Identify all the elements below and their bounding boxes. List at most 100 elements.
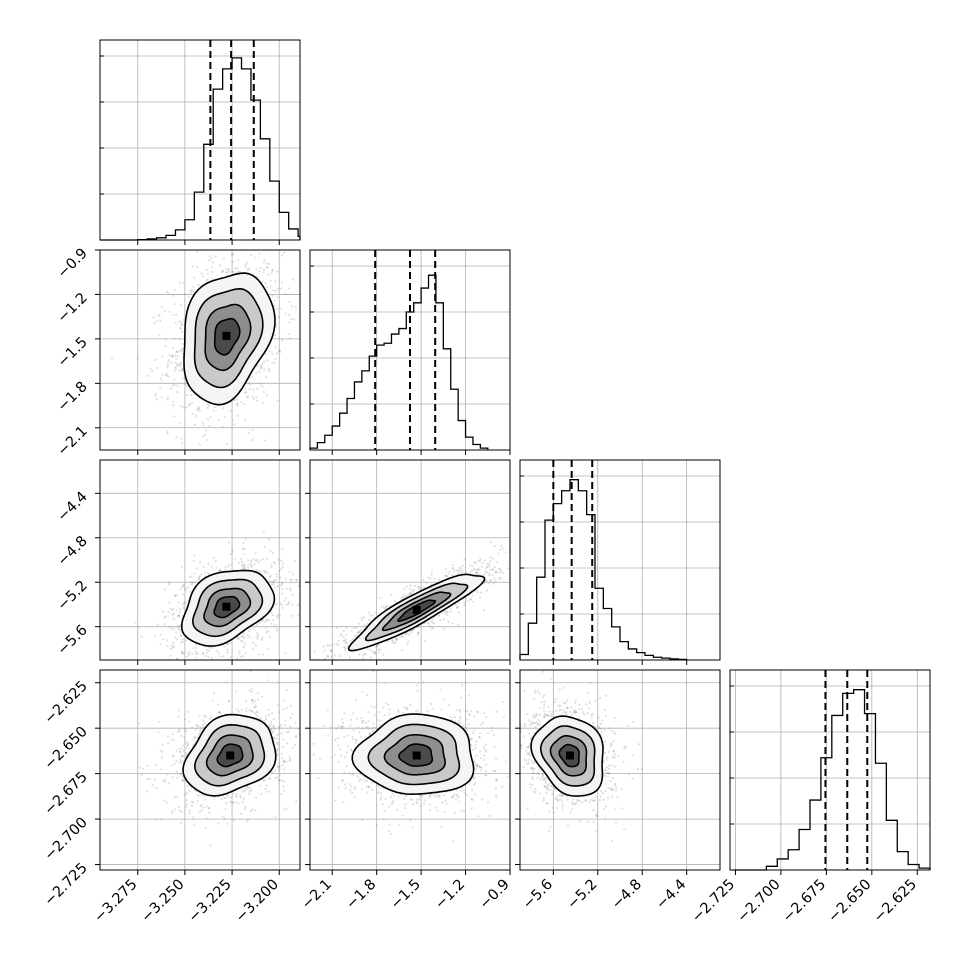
sample-point (400, 635, 403, 638)
sample-point (179, 821, 182, 825)
sample-point (171, 776, 174, 779)
sample-point (245, 391, 248, 394)
sample-point (198, 794, 201, 798)
sample-point (187, 784, 190, 787)
sample-point (146, 764, 149, 767)
sample-point (171, 384, 174, 387)
sample-point (237, 258, 240, 261)
sample-point (470, 569, 474, 572)
sample-point (266, 571, 269, 574)
sample-point (208, 667, 210, 669)
sample-point (263, 368, 266, 371)
sample-point (203, 798, 206, 801)
sample-point (196, 250, 199, 253)
sample-point (227, 268, 230, 271)
sample-point (168, 310, 171, 313)
sample-point (218, 569, 221, 572)
sample-point (207, 562, 210, 565)
sample-point (160, 396, 163, 399)
sample-point (185, 588, 188, 592)
sample-point (208, 811, 211, 814)
sample-point (278, 726, 281, 729)
sample-point (182, 516, 184, 518)
sample-point (275, 573, 278, 576)
sample-point (315, 664, 317, 666)
sample-point (391, 641, 394, 644)
sample-point (195, 643, 198, 646)
sample-point (181, 347, 184, 350)
sample-point (236, 402, 239, 405)
sample-point (450, 610, 453, 613)
sample-point (164, 373, 167, 376)
sample-point (146, 778, 149, 781)
sample-point (288, 313, 291, 317)
sample-point (321, 664, 323, 666)
sample-point (495, 560, 498, 564)
sample-point (272, 581, 275, 584)
sample-point (265, 784, 268, 787)
sample-point (461, 569, 464, 572)
sample-point (173, 594, 177, 598)
sample-point (179, 751, 182, 754)
sample-point (404, 595, 407, 598)
sample-point (173, 796, 176, 799)
sample-point (183, 601, 186, 604)
sample-point (180, 810, 183, 814)
sample-point (297, 584, 300, 588)
sample-point (181, 342, 184, 345)
histogram-step (733, 689, 931, 871)
sample-point (394, 637, 397, 640)
sample-point (196, 800, 199, 803)
sample-point (236, 270, 239, 273)
sample-point (183, 293, 186, 296)
sample-point (273, 728, 276, 731)
sample-point (188, 404, 191, 407)
sample-point (180, 368, 184, 371)
sample-point (227, 270, 230, 273)
sample-point (466, 600, 469, 603)
sample-point (220, 797, 223, 801)
sample-point (180, 324, 183, 327)
sample-point (259, 267, 262, 270)
sample-point (246, 565, 250, 568)
sample-point (245, 396, 249, 399)
sample-point (217, 419, 220, 422)
sample-point (479, 558, 482, 561)
sample-point (178, 610, 182, 614)
sample-point (369, 614, 372, 617)
sample-point (491, 557, 494, 560)
sample-point (448, 570, 451, 573)
sample-point (224, 568, 227, 571)
sample-point (199, 805, 202, 808)
sample-point (208, 425, 211, 428)
sample-point (177, 627, 180, 630)
histogram-step (100, 57, 301, 241)
sample-point (247, 634, 250, 637)
sample-point (461, 571, 464, 574)
sample-point (185, 406, 188, 409)
joint-density (137, 670, 300, 847)
sample-point (249, 787, 252, 790)
sample-point (261, 363, 264, 366)
sample-point (180, 641, 183, 644)
sample-point (279, 576, 282, 579)
sample-point (267, 367, 270, 371)
sample-point (204, 715, 207, 718)
sample-point (201, 653, 204, 656)
sample-point (178, 369, 181, 372)
sample-point (304, 570, 306, 572)
sample-point (231, 550, 234, 553)
sample-point (317, 677, 319, 679)
sample-point (409, 593, 412, 596)
sample-point (264, 570, 267, 573)
sample-point (498, 571, 501, 574)
sample-point (262, 390, 266, 393)
sample-point (189, 288, 192, 292)
sample-point (175, 436, 178, 439)
sample-point (247, 786, 250, 789)
sample-point (169, 654, 172, 657)
sample-point (488, 565, 491, 568)
sample-point (243, 568, 246, 571)
sample-point (281, 745, 284, 749)
sample-point (197, 725, 200, 728)
